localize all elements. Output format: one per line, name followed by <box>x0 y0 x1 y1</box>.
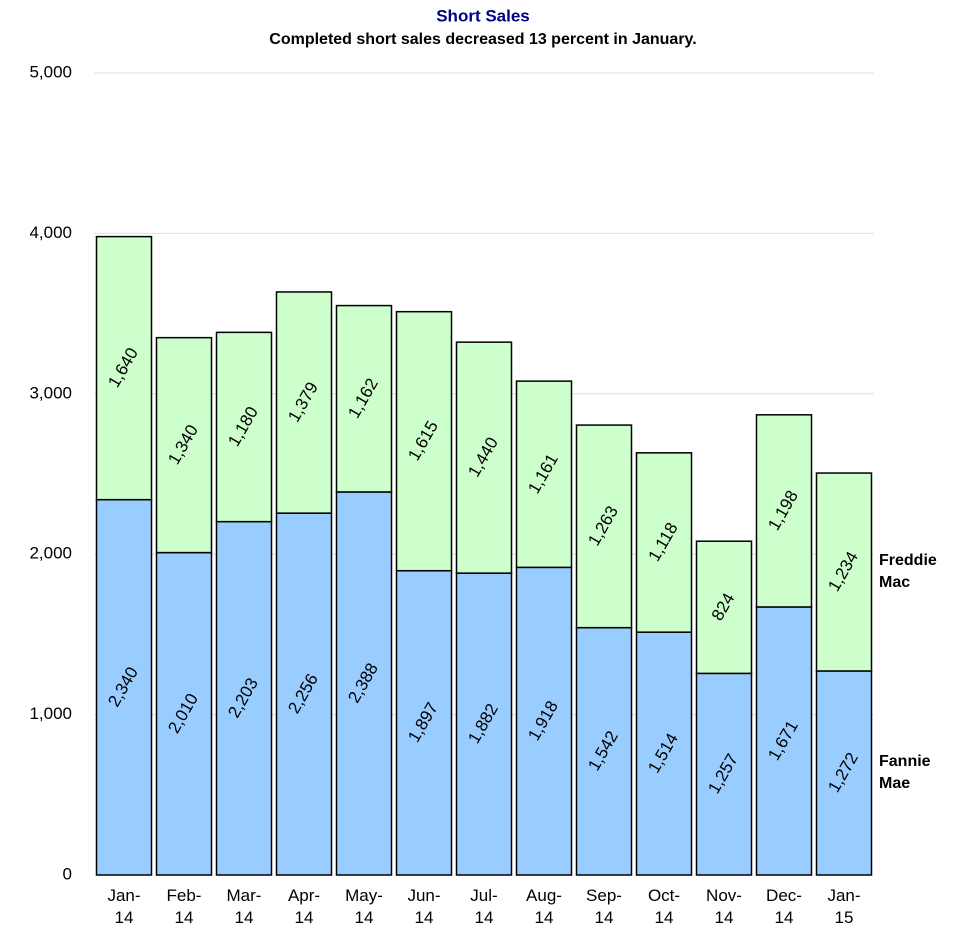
bars <box>95 235 873 876</box>
y-tick-label: 4,000 <box>29 223 72 242</box>
bar-segment <box>635 631 693 876</box>
y-tick-label: 3,000 <box>29 383 72 402</box>
bar-segment <box>395 310 453 572</box>
legend-label: Freddie Mac <box>879 552 937 591</box>
bar-segment <box>455 341 513 574</box>
x-tick-label: Jul-14 <box>470 886 497 927</box>
legend-label: Fannie Mae <box>879 753 931 792</box>
bar-segment <box>395 569 453 876</box>
y-tick-label: 5,000 <box>29 62 72 81</box>
bar-segment <box>575 424 633 629</box>
chart-title: Short Sales <box>436 6 530 25</box>
bar-segment <box>335 491 393 876</box>
bar-segment <box>515 380 573 569</box>
bar-segment <box>575 626 633 876</box>
bar-segment <box>755 606 813 876</box>
x-tick-label: Apr-14 <box>288 886 320 927</box>
x-tick-label: Oct-14 <box>648 886 680 927</box>
x-tick-label: May-14 <box>345 886 383 927</box>
y-tick-label: 2,000 <box>29 544 72 563</box>
x-tick-label: Jan-14 <box>107 886 140 927</box>
y-tick-label: 1,000 <box>29 704 72 723</box>
bar-segment <box>95 498 153 876</box>
x-tick-label: Nov-14 <box>706 886 742 927</box>
bar-segment <box>515 566 573 876</box>
bar-segment <box>215 331 273 523</box>
x-tick-label: Feb-14 <box>167 886 202 927</box>
bar-segment <box>455 572 513 876</box>
bar-segment <box>95 235 153 501</box>
x-tick-label: Dec-14 <box>766 886 802 927</box>
bar-segment <box>695 540 753 675</box>
bar-segment <box>335 304 393 493</box>
bar-segment <box>275 291 333 514</box>
bar-segment <box>755 414 813 608</box>
y-tick-label: 0 <box>63 864 72 883</box>
bar-segment <box>635 452 693 633</box>
chart-subtitle: Completed short sales decreased 13 perce… <box>269 31 696 48</box>
bar-segment <box>695 672 753 876</box>
bar-segment <box>815 472 873 672</box>
x-tick-label: Jun-14 <box>407 886 440 927</box>
x-tick-label: Mar-14 <box>227 886 262 927</box>
x-tick-label: Sep-14 <box>586 886 622 927</box>
bar-segment <box>275 512 333 876</box>
x-tick-label: Jan-15 <box>827 886 860 927</box>
bar-segment <box>815 670 873 876</box>
x-tick-label: Aug-14 <box>526 886 562 927</box>
bar-segment <box>155 336 213 554</box>
